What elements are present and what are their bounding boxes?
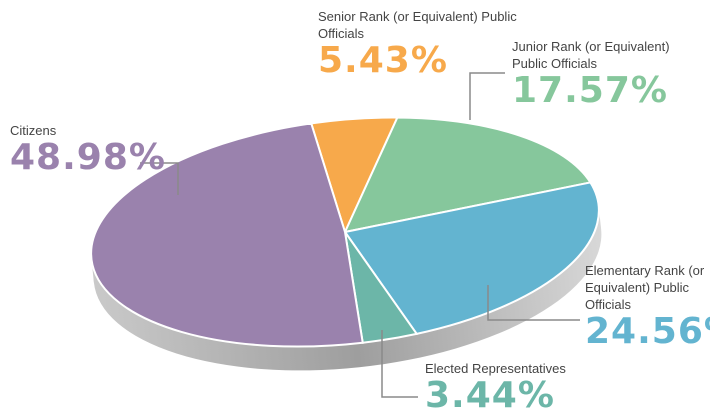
value-label: 5.43% <box>318 40 448 81</box>
leader-line <box>487 285 580 321</box>
leader-lines <box>140 72 580 398</box>
label-elected: Elected Representatives 3.44% <box>425 360 625 415</box>
pie-slice <box>343 181 600 335</box>
pie-slice <box>343 116 593 234</box>
leader-line <box>140 162 179 195</box>
value-label: 24.56% <box>585 311 710 352</box>
label-citizens: Citizens 48.98% <box>10 122 166 178</box>
value-label: 3.44% <box>425 375 555 415</box>
category-label: Elected Representatives <box>425 361 566 376</box>
leader-line <box>469 72 505 120</box>
leader-line <box>381 330 418 398</box>
category-label: Citizens <box>10 123 57 138</box>
label-senior: Senior Rank (or Equivalent) Public Offic… <box>318 8 518 80</box>
pie <box>90 116 602 371</box>
category-label: Elementary Rank (or Equivalent) Public O… <box>585 263 705 312</box>
value-label: 17.57% <box>512 70 668 111</box>
value-label: 48.98% <box>10 137 166 178</box>
category-label: Senior Rank (or Equivalent) Public Offic… <box>318 9 517 41</box>
pie-slice <box>90 122 364 348</box>
label-junior: Junior Rank (or Equivalent) Public Offic… <box>512 38 702 110</box>
category-label: Junior Rank (or Equivalent) Public Offic… <box>512 39 670 71</box>
label-elementary: Elementary Rank (or Equivalent) Public O… <box>585 262 710 352</box>
